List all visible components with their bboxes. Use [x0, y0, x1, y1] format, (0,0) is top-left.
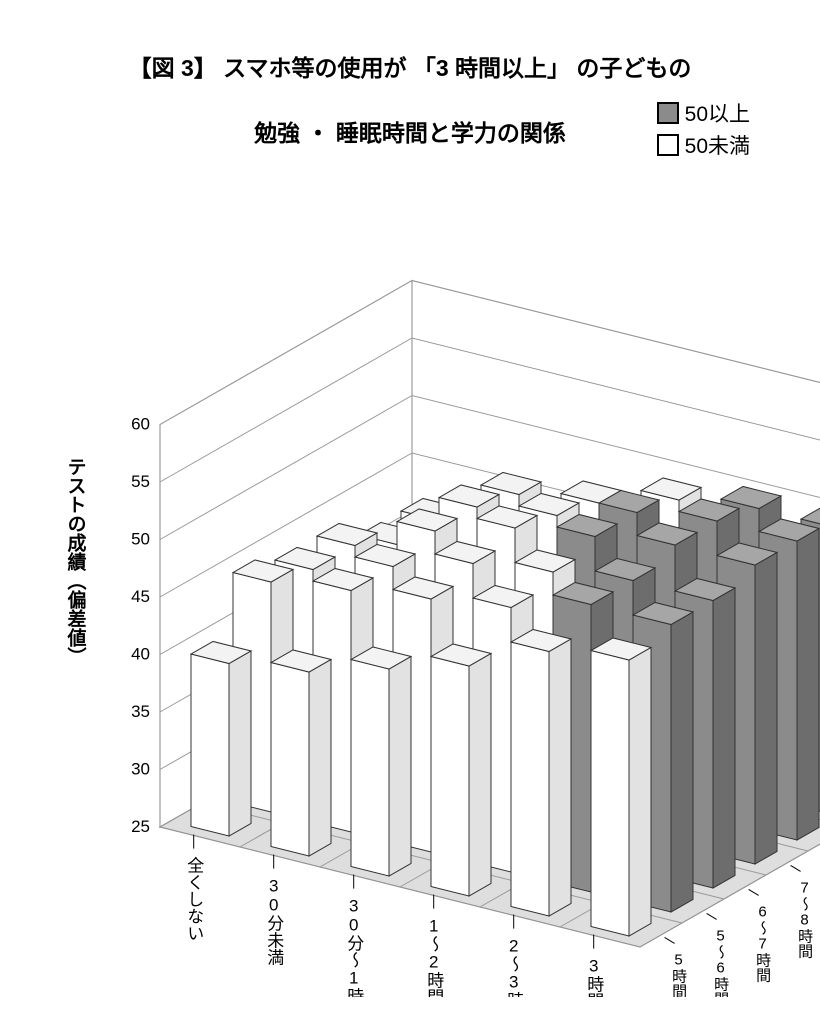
y-category-label: 5～6時間 — [712, 927, 729, 997]
title-line-2: 勉強 ・ 睡眠時間と学力の関係 — [254, 120, 566, 146]
bar — [271, 650, 331, 856]
chart-svg: 25 30 35 40 45 50 55 60 全くしない 30分未満 30分～1時間 1～2時間 2～… — [20, 167, 820, 997]
legend-label-high: 50以上 — [685, 98, 750, 128]
legend-swatch-high — [657, 102, 679, 124]
z-tick-label: 40 — [131, 644, 150, 663]
y-category-label: 5時間未満 — [670, 951, 687, 997]
bar — [511, 629, 571, 916]
z-tick-label: 55 — [131, 472, 150, 491]
z-tick-label: 50 — [131, 529, 150, 548]
y-category-label: 7～8時間 — [796, 879, 813, 959]
z-tick-label: 45 — [131, 587, 150, 606]
z-tick-label: 35 — [131, 702, 150, 721]
x-category-label: 30分～1時間 — [344, 896, 364, 996]
y-category-label: 6～7時間 — [754, 903, 771, 983]
legend: 50以上 50未満 — [657, 98, 750, 162]
z-tick-label: 30 — [131, 759, 150, 778]
x-category-label: 30分未満 — [264, 876, 284, 966]
chart-container: 【図 3】 スマホ等の使用が 「3 時間以上」 の子どもの 勉強 ・ 睡眠時間と… — [20, 20, 800, 997]
legend-item-low: 50未満 — [657, 130, 750, 160]
legend-label-low: 50未満 — [685, 130, 750, 160]
z-tick-label: 60 — [131, 414, 150, 433]
bar — [191, 641, 251, 836]
y-tick — [707, 913, 717, 919]
z-tick-label: 25 — [131, 817, 150, 836]
x-category-label: 3時間以上 — [584, 956, 604, 996]
bar — [591, 638, 651, 936]
y-tick — [665, 937, 675, 943]
z-axis-title: テストの成績（偏差値） — [65, 457, 88, 666]
y-tick — [749, 889, 759, 895]
x-category-label: 2～3時間 — [504, 936, 523, 996]
bar — [431, 644, 491, 896]
legend-swatch-low — [657, 134, 679, 156]
title-line-1: 【図 3】 スマホ等の使用が 「3 時間以上」 の子どもの — [129, 55, 692, 81]
x-category-label: 全くしない — [184, 856, 204, 941]
y-tick — [791, 865, 801, 871]
bar — [351, 647, 411, 876]
x-category-label: 1～2時間 — [424, 916, 443, 996]
legend-item-high: 50以上 — [657, 98, 750, 128]
